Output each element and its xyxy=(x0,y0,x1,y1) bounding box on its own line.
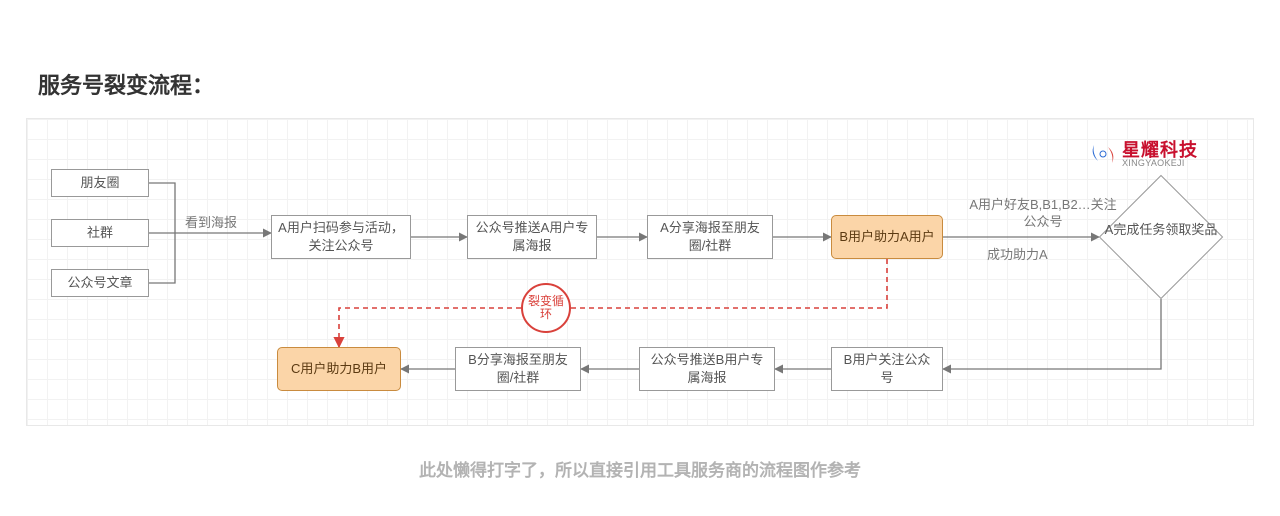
node-b-help: B用户助力A用户 xyxy=(831,215,943,259)
logo-text-cn: 星耀科技 xyxy=(1122,141,1198,159)
page-title: 服务号裂变流程： xyxy=(38,68,214,100)
edge-label-friends-follow: A用户好友B,B1,B2…关注公众号 xyxy=(965,197,1121,231)
node-push-b: 公众号推送B用户专属海报 xyxy=(639,347,775,391)
node-b-follow: B用户关注公众号 xyxy=(831,347,943,391)
node-push-a: 公众号推送A用户专属海报 xyxy=(467,215,597,259)
brand-logo: 星耀科技 XINGYAOKEJI xyxy=(1088,139,1198,169)
figure-caption: 此处懒得打字了，所以直接引用工具服务商的流程图作参考 xyxy=(0,456,1280,481)
node-source-article: 公众号文章 xyxy=(51,269,149,297)
node-source-moments: 朋友圈 xyxy=(51,169,149,197)
node-a-share: A分享海报至朋友圈/社群 xyxy=(647,215,773,259)
node-source-group: 社群 xyxy=(51,219,149,247)
flowchart-canvas: 星耀科技 XINGYAOKEJI 朋友圈 xyxy=(26,118,1254,426)
edge-label-see-poster: 看到海报 xyxy=(185,215,237,232)
edge-label-success-help: 成功助力A xyxy=(987,247,1048,264)
node-c-help: C用户助力B用户 xyxy=(277,347,401,391)
logo-text-en: XINGYAOKEJI xyxy=(1122,159,1198,168)
node-a-scan: A用户扫码参与活动，关注公众号 xyxy=(271,215,411,259)
node-b-share: B分享海报至朋友圈/社群 xyxy=(455,347,581,391)
logo-icon xyxy=(1088,139,1118,169)
loop-badge: 裂变循环 xyxy=(521,283,571,333)
